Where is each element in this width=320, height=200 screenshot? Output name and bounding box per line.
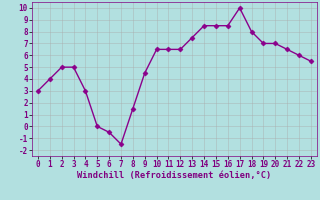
- X-axis label: Windchill (Refroidissement éolien,°C): Windchill (Refroidissement éolien,°C): [77, 171, 272, 180]
